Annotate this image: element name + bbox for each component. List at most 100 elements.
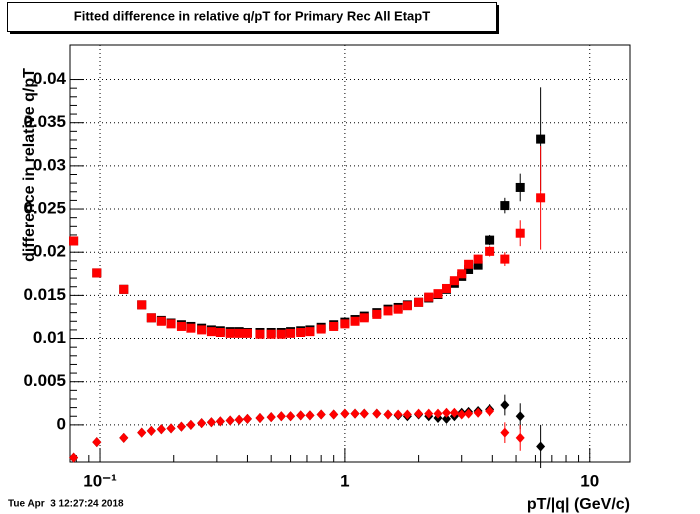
marker-square — [473, 260, 483, 270]
marker-square — [485, 235, 495, 245]
marker-square — [536, 193, 546, 203]
marker-diamond — [69, 452, 79, 463]
marker-square — [266, 329, 276, 339]
marker-square — [176, 321, 186, 331]
y-tick-label: 0 — [57, 414, 66, 433]
marker-square — [296, 327, 306, 337]
marker-square — [350, 316, 360, 326]
marker-diamond — [225, 415, 235, 426]
marker-diamond — [176, 421, 186, 432]
x-tick-label: 10⁻¹ — [83, 471, 117, 490]
marker-diamond — [215, 416, 225, 427]
marker-diamond — [137, 427, 147, 438]
marker-square — [69, 236, 79, 246]
y-tick-label: 0.04 — [33, 69, 67, 88]
marker-diamond — [464, 408, 474, 419]
marker-square — [515, 182, 525, 192]
x-axis-label: pT/|q| (GeV/c) — [527, 496, 630, 513]
marker-diamond — [372, 408, 382, 419]
marker-square — [464, 264, 474, 274]
marker-diamond — [500, 400, 510, 411]
marker-diamond — [206, 417, 216, 428]
x-tick-label: 10 — [580, 471, 599, 490]
marker-square — [464, 259, 474, 269]
marker-square — [414, 297, 424, 307]
y-tick-label: 0.02 — [33, 242, 66, 261]
marker-square — [515, 228, 525, 238]
marker-square — [536, 134, 546, 144]
marker-diamond — [383, 409, 393, 420]
marker-diamond — [515, 411, 525, 422]
y-tick-label: 0.035 — [23, 112, 66, 131]
marker-diamond — [242, 413, 252, 424]
marker-diamond — [359, 408, 369, 419]
marker-diamond — [119, 432, 129, 443]
marker-square — [197, 325, 207, 335]
marker-diamond — [255, 412, 265, 423]
marker-square — [433, 289, 443, 299]
marker-square — [393, 304, 403, 314]
marker-square — [215, 327, 225, 337]
marker-diamond — [286, 411, 296, 422]
marker-diamond — [156, 424, 166, 435]
marker-square — [286, 328, 296, 338]
marker-square — [234, 328, 244, 338]
marker-square — [255, 329, 265, 339]
marker-diamond — [515, 432, 525, 443]
marker-diamond — [449, 407, 459, 418]
marker-diamond — [485, 406, 495, 417]
marker-square — [276, 329, 286, 339]
marker-diamond — [393, 409, 403, 420]
marker-square — [485, 246, 495, 256]
marker-square — [156, 316, 166, 326]
marker-diamond — [442, 407, 452, 418]
marker-square — [473, 254, 483, 264]
marker-square — [372, 309, 382, 319]
y-tick-label: 0.03 — [33, 155, 66, 174]
y-tick-label: 0.015 — [23, 285, 66, 304]
marker-diamond — [414, 408, 424, 419]
title-box — [7, 2, 497, 32]
marker-diamond — [329, 409, 339, 420]
x-tick-label: 1 — [340, 471, 349, 490]
marker-diamond — [296, 410, 306, 421]
marker-square — [500, 254, 510, 264]
marker-square — [449, 276, 459, 286]
marker-square — [329, 321, 339, 331]
chart-title: Fitted difference in relative q/pT for P… — [74, 8, 430, 23]
marker-diamond — [442, 413, 452, 424]
marker-square — [359, 313, 369, 323]
y-tick-label: 0.01 — [33, 328, 66, 347]
marker-diamond — [92, 437, 102, 448]
marker-square — [424, 292, 434, 302]
marker-square — [206, 327, 216, 337]
marker-diamond — [536, 441, 546, 452]
marker-square — [340, 319, 350, 329]
marker-diamond — [340, 408, 350, 419]
y-tick-label: 0.025 — [23, 199, 66, 218]
marker-diamond — [146, 425, 156, 436]
marker-square — [242, 328, 252, 338]
marker-square — [225, 328, 235, 338]
marker-diamond — [500, 427, 510, 438]
marker-diamond — [276, 411, 286, 422]
marker-square — [119, 284, 129, 294]
marker-square — [92, 268, 102, 278]
marker-diamond — [316, 409, 326, 420]
marker-diamond — [186, 419, 196, 430]
marker-diamond — [197, 418, 207, 429]
marker-square — [305, 327, 315, 337]
marker-diamond — [473, 407, 483, 418]
marker-square — [457, 269, 467, 279]
marker-diamond — [305, 410, 315, 421]
marker-diamond — [350, 408, 360, 419]
marker-square — [383, 306, 393, 316]
marker-diamond — [424, 408, 434, 419]
marker-square — [442, 283, 452, 293]
marker-diamond — [166, 423, 176, 434]
marker-diamond — [433, 408, 443, 419]
timestamp: Tue Apr 3 12:27:24 2018 — [8, 499, 124, 510]
marker-square — [402, 301, 412, 311]
marker-square — [166, 319, 176, 329]
